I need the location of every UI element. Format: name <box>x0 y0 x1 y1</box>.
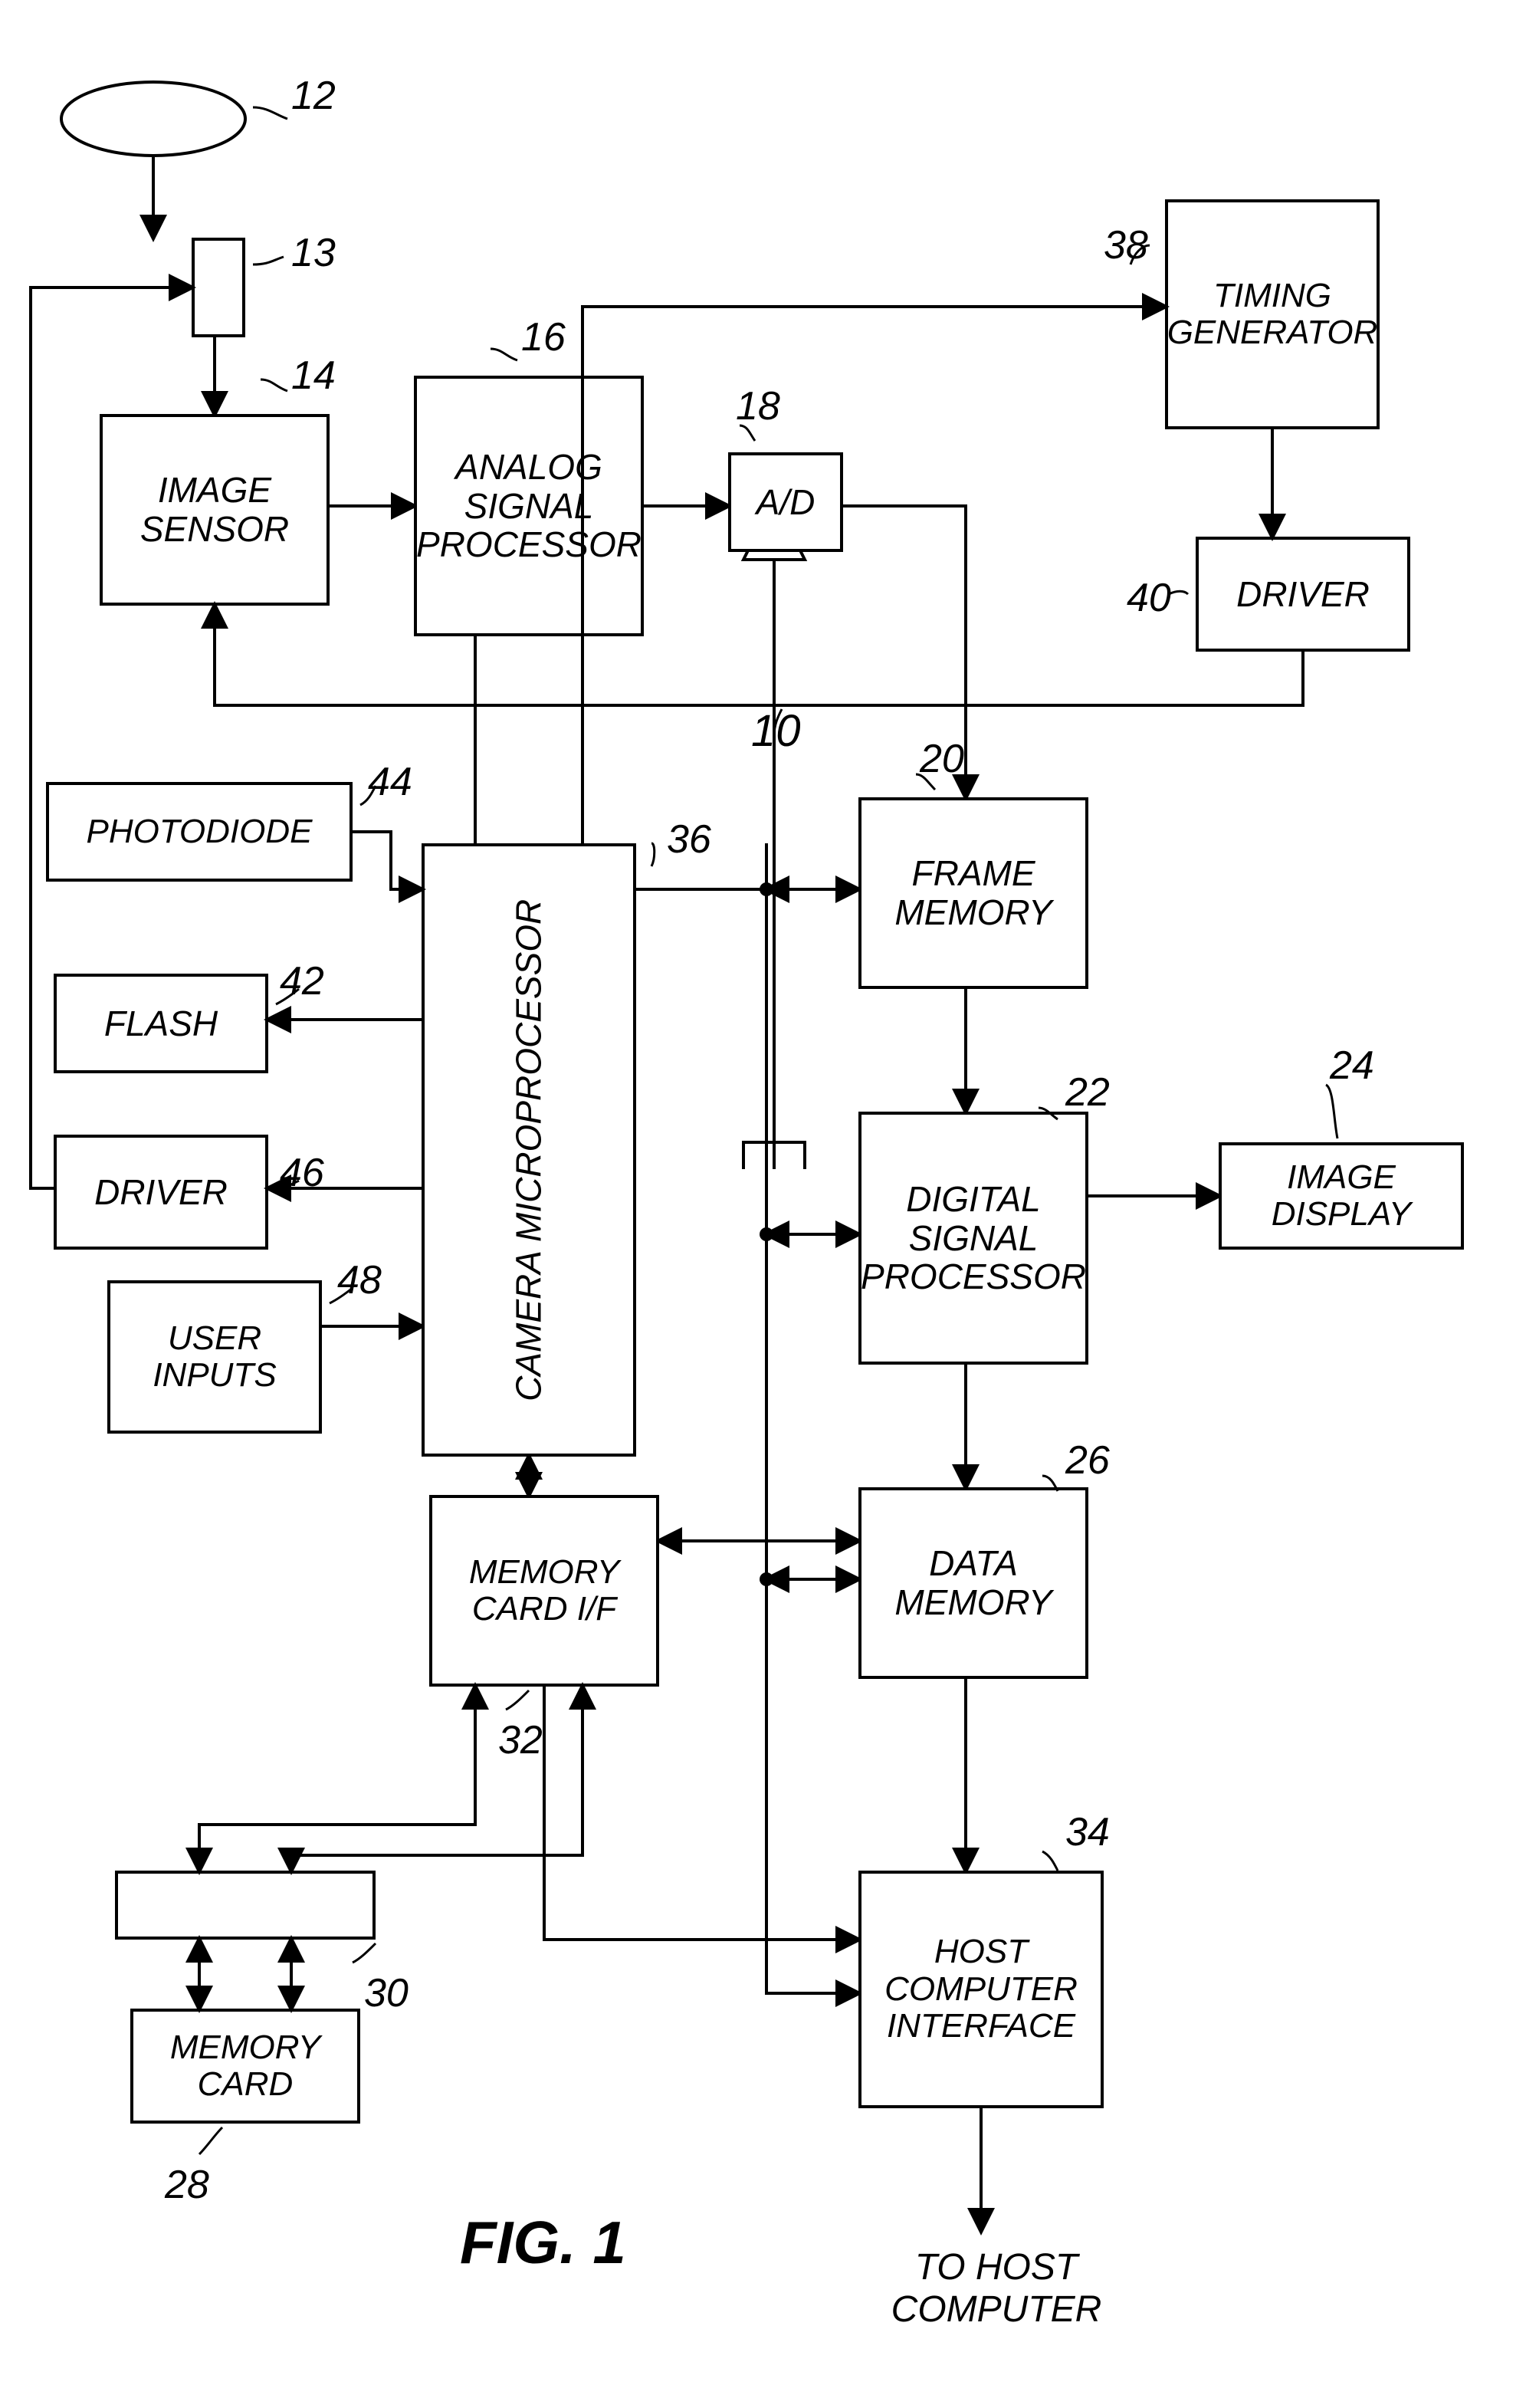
asp-block: ANALOG SIGNAL PROCESSOR <box>414 376 644 636</box>
ref-42: 42 <box>280 958 324 1004</box>
ref-18: 18 <box>736 383 780 429</box>
ref-16: 16 <box>521 314 566 360</box>
driver46-label: DRIVER <box>94 1173 228 1212</box>
host-if-block: HOST COMPUTER INTERFACE <box>858 1871 1104 2108</box>
timing-label: TIMING GENERATOR <box>1167 278 1378 352</box>
frame-memory-block: FRAME MEMORY <box>858 797 1088 989</box>
dsp-block: DIGITAL SIGNAL PROCESSOR <box>858 1112 1088 1365</box>
mem-if-block: MEMORY CARD I/F <box>429 1495 659 1687</box>
ref-28: 28 <box>165 2162 209 2208</box>
ref-14: 14 <box>291 353 336 399</box>
data-memory-label: DATA MEMORY <box>868 1544 1079 1621</box>
image-sensor-block: IMAGE SENSOR <box>100 414 330 606</box>
ref-24: 24 <box>1330 1043 1374 1089</box>
ref-38: 38 <box>1104 222 1148 268</box>
ref-46: 46 <box>280 1150 324 1196</box>
ref-44: 44 <box>368 759 412 805</box>
image-display-label: IMAGE DISPLAY <box>1228 1159 1455 1234</box>
ad-label: A/D <box>756 483 816 522</box>
camera-up-block: CAMERA MICROPROCESSOR <box>422 843 636 1457</box>
host-if-label: HOST COMPUTER INTERFACE <box>868 1933 1094 2045</box>
ad-block: A/D <box>728 452 843 552</box>
ref-36: 36 <box>667 816 711 862</box>
user-inputs-block: USER INPUTS <box>107 1280 322 1434</box>
aperture-block <box>192 238 245 337</box>
driver40-label: DRIVER <box>1236 575 1370 614</box>
card-slot-block <box>115 1871 376 1940</box>
ref-26: 26 <box>1065 1437 1110 1483</box>
ref-30: 30 <box>364 1970 409 2016</box>
asp-label: ANALOG SIGNAL PROCESSOR <box>416 448 642 564</box>
photodiode-block: PHOTODIODE <box>46 782 353 882</box>
frame-memory-label: FRAME MEMORY <box>868 854 1079 931</box>
timing-block: TIMING GENERATOR <box>1165 199 1380 429</box>
ref-48: 48 <box>337 1257 382 1303</box>
driver46-block: DRIVER <box>54 1135 268 1250</box>
ref-20: 20 <box>920 736 964 782</box>
flash-block: FLASH <box>54 974 268 1073</box>
lens-shape <box>61 82 245 156</box>
camera-up-label: CAMERA MICROPROCESSOR <box>510 898 549 1401</box>
mem-if-label: MEMORY CARD I/F <box>438 1554 650 1628</box>
driver40-block: DRIVER <box>1196 537 1410 652</box>
ref-22: 22 <box>1065 1069 1110 1115</box>
ref-10: 10 <box>751 705 801 757</box>
mem-card-label: MEMORY CARD <box>139 2029 351 2104</box>
data-memory-block: DATA MEMORY <box>858 1487 1088 1679</box>
photodiode-label: PHOTODIODE <box>86 813 312 850</box>
flash-label: FLASH <box>104 1004 218 1043</box>
image-display-block: IMAGE DISPLAY <box>1219 1142 1464 1250</box>
ref-32: 32 <box>498 1717 543 1763</box>
ref-34: 34 <box>1065 1809 1110 1855</box>
ref-12: 12 <box>291 73 336 119</box>
user-inputs-label: USER INPUTS <box>117 1320 313 1395</box>
figure-label: FIG. 1 <box>460 2208 626 2278</box>
ref-40: 40 <box>1127 575 1171 621</box>
ref-13: 13 <box>291 230 336 276</box>
image-sensor-label: IMAGE SENSOR <box>109 471 320 548</box>
diagram-canvas: IMAGE SENSOR ANALOG SIGNAL PROCESSOR A/D… <box>0 0 1526 2408</box>
to-host-label: TO HOST COMPUTER <box>874 2246 1119 2331</box>
mem-card-block: MEMORY CARD <box>130 2009 360 2124</box>
dsp-label: DIGITAL SIGNAL PROCESSOR <box>861 1180 1086 1296</box>
